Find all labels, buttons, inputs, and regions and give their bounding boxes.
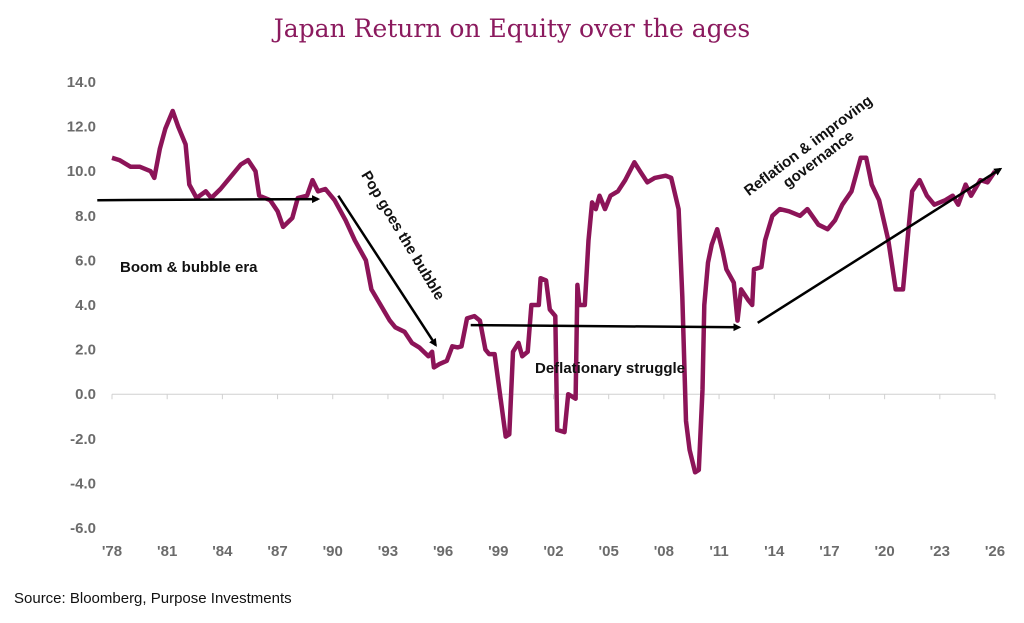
y-tick-label: 2.0 — [75, 342, 96, 359]
annotation-arrow-3 — [757, 167, 1003, 324]
x-tick-label: '78 — [102, 543, 122, 560]
x-tick-label: '99 — [488, 543, 508, 560]
y-tick-label: 0.0 — [75, 386, 96, 403]
x-tick-label: '17 — [819, 543, 839, 560]
annotation-deflation: Deflationary struggle — [535, 360, 686, 377]
y-tick-label: -2.0 — [70, 431, 96, 448]
y-tick-label: 10.0 — [67, 163, 96, 180]
roe-series-line — [111, 108, 997, 475]
annotation-arrow-2 — [470, 323, 742, 332]
x-tick-label: '02 — [543, 543, 563, 560]
annotation-boom: Boom & bubble era — [120, 259, 258, 276]
annotation-arrow-0 — [97, 195, 321, 204]
x-tick-label: '90 — [323, 543, 343, 560]
y-tick-label: 6.0 — [75, 252, 96, 269]
x-tick-label: '08 — [654, 543, 674, 560]
annotation-arrow-1 — [337, 195, 437, 347]
x-tick-label: '87 — [267, 543, 287, 560]
source-note: Source: Bloomberg, Purpose Investments — [14, 590, 292, 607]
y-tick-label: 12.0 — [67, 119, 96, 136]
x-tick-label: '20 — [874, 543, 894, 560]
y-tick-label: -6.0 — [70, 520, 96, 537]
y-tick-label: -4.0 — [70, 475, 96, 492]
y-tick-label: 8.0 — [75, 208, 96, 225]
x-tick-label: '84 — [212, 543, 233, 560]
x-tick-label: '11 — [709, 543, 728, 560]
x-tick-label: '23 — [930, 543, 950, 560]
y-tick-label: 4.0 — [75, 297, 96, 314]
x-tick-label: '14 — [764, 543, 785, 560]
x-tick-label: '81 — [157, 543, 177, 560]
x-tick-label: '05 — [599, 543, 619, 560]
x-tick-label: '93 — [378, 543, 398, 560]
x-tick-label: '26 — [985, 543, 1005, 560]
chart-title: Japan Return on Equity over the ages — [273, 14, 751, 43]
x-tick-label: '96 — [433, 543, 453, 560]
y-tick-label: 14.0 — [67, 74, 96, 91]
